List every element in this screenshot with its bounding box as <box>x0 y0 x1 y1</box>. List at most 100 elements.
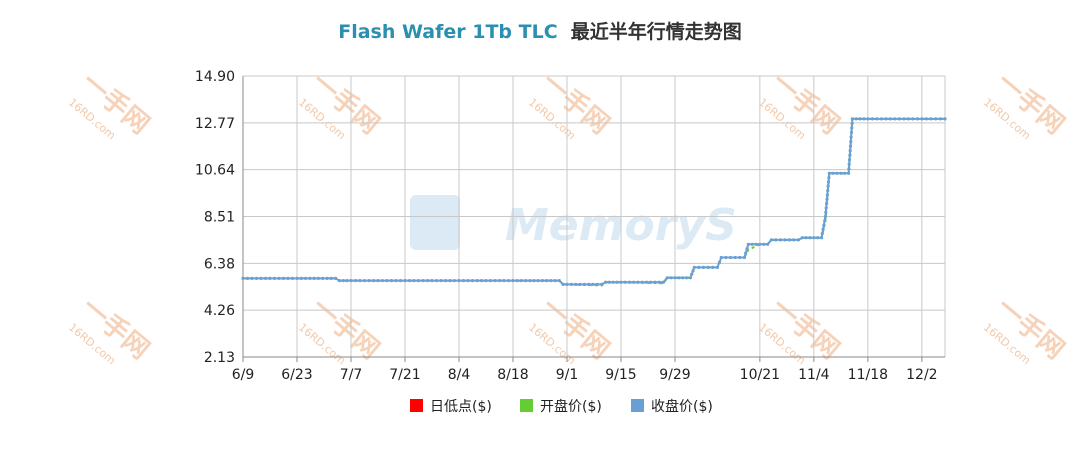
close-price-point <box>341 279 345 283</box>
close-price-point <box>848 149 852 153</box>
close-price-point <box>299 276 303 280</box>
close-price-point <box>502 279 506 283</box>
close-price-point <box>766 242 770 246</box>
close-price-point <box>849 140 853 144</box>
close-price-point <box>452 279 457 283</box>
close-price-point <box>826 180 831 184</box>
close-price-point <box>403 279 407 283</box>
close-price-point <box>825 193 830 197</box>
close-price-point <box>847 162 851 166</box>
x-tick-label: 8/18 <box>497 367 528 383</box>
close-price-point <box>778 238 783 242</box>
close-price-point <box>847 171 851 175</box>
close-price-point <box>848 144 853 148</box>
x-tick-label: 9/29 <box>659 367 690 383</box>
close-price-point <box>897 117 902 121</box>
close-price-point <box>515 279 519 283</box>
close-price-point <box>540 279 545 283</box>
close-price-point <box>528 279 532 283</box>
y-tick-label: 4.26 <box>204 303 235 319</box>
close-price-point <box>345 279 349 283</box>
x-tick-label: 10/21 <box>740 367 780 383</box>
close-price-point <box>353 279 358 283</box>
close-price-point <box>653 280 657 284</box>
close-price-point <box>812 236 816 240</box>
close-price-point <box>879 117 884 121</box>
close-price-point <box>816 236 820 240</box>
close-price-point <box>701 265 706 269</box>
legend-item-open[interactable]: 开盘价($) <box>520 398 602 415</box>
close-price-point <box>850 121 854 125</box>
close-price-point <box>692 265 696 269</box>
close-price-point <box>866 117 870 121</box>
close-price-point <box>565 282 569 286</box>
close-price-point <box>479 279 484 283</box>
close-price-point <box>611 280 615 284</box>
close-price-point <box>858 117 862 121</box>
close-price-point <box>416 279 421 283</box>
close-price-point <box>461 279 466 283</box>
close-price-point <box>824 206 828 210</box>
close-price-point <box>484 279 488 283</box>
close-price-point <box>929 117 933 121</box>
close-price-point <box>854 117 858 121</box>
close-price-point <box>470 279 475 283</box>
legend-label-close: 收盘价($) <box>651 398 713 415</box>
close-price-point <box>329 276 333 280</box>
close-price-point <box>800 236 804 240</box>
close-price-point <box>724 255 728 260</box>
close-price-point <box>906 117 911 121</box>
x-axis-ticks: 6/9 6/23 7/7 7/21 8/4 8/18 9/1 9/15 9/29 10/21 11/… <box>232 357 938 383</box>
legend-item-close[interactable]: 收盘价($) <box>631 398 713 415</box>
close-price-point <box>545 279 549 283</box>
close-price-point <box>943 117 947 121</box>
close-price-point <box>665 276 669 280</box>
legend-label-low: 日低点($) <box>430 399 492 415</box>
close-price-point <box>847 158 852 162</box>
close-price-point <box>915 117 920 121</box>
close-price-point <box>349 279 353 283</box>
close-price-point <box>688 276 693 280</box>
close-price-point <box>493 279 497 283</box>
close-price-point <box>640 280 644 284</box>
close-price-point <box>412 279 416 283</box>
close-price-point <box>304 276 308 280</box>
close-price-point <box>553 279 557 283</box>
chart-title: Flash Wafer 1Tb TLC 最近半年行情走势图 <box>338 20 742 43</box>
close-price-point <box>758 242 762 246</box>
close-price-point <box>685 276 689 280</box>
close-price-point <box>591 282 595 286</box>
close-price-point <box>587 282 591 286</box>
close-price-point <box>850 117 855 121</box>
x-tick-label: 9/15 <box>605 367 636 383</box>
close-price-point <box>448 279 452 283</box>
close-price-point <box>808 236 812 240</box>
x-tick-label: 9/1 <box>556 367 579 383</box>
close-price-point <box>831 171 835 175</box>
close-price-point <box>290 276 295 280</box>
legend-item-low[interactable]: 日低点($) <box>410 399 492 415</box>
close-price-point <box>822 223 826 227</box>
close-price-point <box>582 282 587 286</box>
close-price-point <box>398 279 403 283</box>
close-price-point <box>824 210 828 214</box>
close-price-point <box>250 276 254 280</box>
close-price-point <box>792 238 796 242</box>
close-price-point <box>804 236 808 240</box>
close-price-point <box>466 279 470 283</box>
close-price-point <box>569 282 573 286</box>
close-price-point <box>312 276 316 280</box>
chart-title-sub: 最近半年行情走势图 <box>571 20 742 43</box>
y-tick-label: 14.90 <box>195 69 235 85</box>
close-price-point <box>719 255 723 260</box>
close-price-point <box>835 171 839 175</box>
close-price-point <box>295 276 299 280</box>
close-price-point <box>281 276 286 280</box>
close-price-point <box>661 280 666 284</box>
close-price-point <box>677 276 681 280</box>
close-price-point <box>826 189 830 193</box>
legend-label-open: 开盘价($) <box>540 398 602 415</box>
close-price-point <box>717 260 722 265</box>
